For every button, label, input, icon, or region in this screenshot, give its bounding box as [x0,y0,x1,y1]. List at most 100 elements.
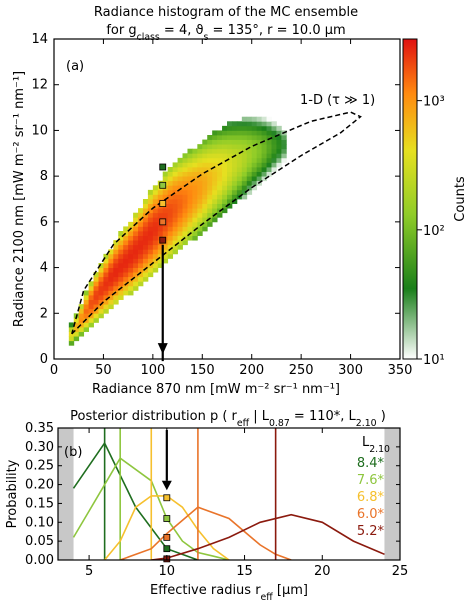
series-line [151,513,385,560]
heatmap-cell [192,203,198,209]
heatmap-cell [133,212,139,218]
heatmap-cell [113,276,119,282]
heatmap-cell [118,258,124,264]
observation-marker [159,163,167,171]
heatmap-cell [152,208,159,214]
heatmap-cell [93,313,99,319]
heatmap-cell [192,162,198,168]
heatmap-cell [207,144,213,150]
heatmap-cell [162,176,169,182]
heatmap-cell [256,135,262,140]
observation-marker [159,200,167,207]
heatmap-cell [207,208,213,214]
heatmap-cell [261,135,267,140]
heatmap-cell [147,217,154,223]
heatmap-cell [98,281,104,287]
x-tick-label-a: 250 [289,363,314,378]
heatmap-cell [152,258,159,264]
colorbar-label: Counts [453,176,468,222]
heatmap-cell [177,176,183,182]
heatmap-cell [187,221,193,227]
heatmap-cell [236,121,243,127]
heatmap-cell [197,167,203,172]
heatmap-cell [197,226,203,232]
heatmap-cell [202,153,208,159]
heatmap-cell [217,212,223,218]
panel-b-ylabel: Probability [5,459,20,528]
heatmap-cell [167,226,174,232]
heatmap-cell [227,125,233,131]
heatmap-cell [157,263,164,268]
heatmap-cell [177,212,183,218]
heatmap-cell [138,263,144,268]
heatmap-cell [187,226,193,232]
heatmap-cell [123,263,129,268]
panel-a-xlabel: Radiance 870 nm [mW m⁻² sr⁻¹ nm⁻¹] [92,382,340,397]
heatmap-cell [261,176,267,182]
heatmap-cell [147,194,154,200]
heatmap-cell [207,171,213,177]
heatmap-cell [246,130,253,136]
heatmap-cell [162,212,169,218]
heatmap-cell [142,253,149,259]
heatmap-cell [256,130,262,136]
heatmap-cell [212,153,218,159]
x-tick-label-a: 200 [239,363,264,378]
heatmap-cell [202,212,208,218]
heatmap-cell [202,189,208,195]
heatmap-cell [88,285,94,291]
heatmap-cell [73,317,80,323]
heatmap-cell [251,116,258,122]
heatmap-cell [118,290,124,296]
heatmap-cell [78,308,85,314]
heatmap-cell [261,162,267,168]
heatmap-cell [222,139,228,145]
heatmap-cell [177,180,183,186]
heatmap-cell [231,121,238,127]
heatmap-cell [227,194,233,200]
heatmap-cell [172,185,178,191]
heatmap-cell [217,153,223,159]
heatmap-cell [113,253,119,259]
heatmap-cell [108,253,114,259]
heatmap-cell [251,144,258,150]
heatmap-cell [133,258,139,264]
heatmap-cell [236,153,243,159]
heatmap-cell [207,157,213,163]
heatmap-cell [222,157,228,163]
heatmap-cell [261,139,267,145]
heatmap-cell [241,144,248,150]
heatmap-cell [177,235,183,241]
legend-entry: 5.2* [357,524,385,539]
heatmap-cell [187,217,193,223]
heatmap-cell [73,336,80,342]
y-tick-label-b: 0.15 [25,496,54,511]
heatmap-cell [108,304,114,310]
heatmap-cell [177,162,183,168]
heatmap-cell [197,212,203,218]
heatmap-cell [246,171,253,177]
heatmap-cell [182,199,188,204]
heatmap-cell [187,148,193,154]
heatmap-cell [157,208,164,214]
legend-entry: 6.8* [357,490,385,505]
panel-a-histogram: 0 50 100 150 200 250 300 350 0 2 4 6 8 10 12 14 (a) 1-D… [12,32,412,397]
heatmap-cell [142,208,149,214]
heatmap-cell [182,167,188,172]
heatmap-cell [261,167,267,172]
heatmap-cell [207,162,213,168]
heatmap-cell [231,180,238,186]
heatmap-cell [217,194,223,200]
heatmap-cell [128,253,134,259]
heatmap-cell [231,176,238,182]
legend-entry: 8.4* [357,456,385,471]
heatmap-cell [133,263,139,268]
heatmap-cell [197,148,203,154]
heatmap-cell [187,208,193,214]
heatmap-cell [197,153,203,159]
y-tick-label-b: 0.30 [25,440,54,455]
heatmap-cell [227,139,233,145]
heatmap-cell [227,189,233,195]
heatmap-cell [217,144,223,150]
legend-entry: 7.6* [357,473,385,488]
